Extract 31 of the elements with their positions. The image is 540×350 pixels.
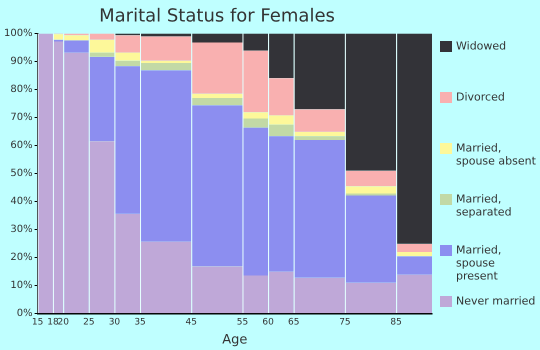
x-tick-label: 60 [262, 317, 274, 328]
y-tick-label: 50% [10, 168, 33, 180]
x-axis-title: Age [222, 332, 248, 348]
y-tick-label: 90% [10, 56, 33, 68]
x-tick-label: 65 [288, 317, 300, 328]
x-tick-label: 20 [57, 317, 70, 328]
y-tick-label: 0% [16, 308, 33, 320]
legend-label: Never married [456, 294, 536, 308]
y-tick-label: 30% [10, 224, 33, 236]
y-tick-label: 20% [10, 252, 33, 264]
x-tick-label: 15 [32, 317, 44, 328]
legend-label: Married, spouse absent [456, 141, 537, 168]
legend-label: Widowed [456, 39, 506, 52]
legend-label: Married, separated [456, 192, 512, 218]
x-tick-label: 85 [390, 317, 402, 328]
x-tick-label: 30 [108, 317, 120, 328]
x-tick-label: 25 [83, 317, 95, 328]
y-tick-label: 70% [10, 112, 33, 124]
y-tick-label: 100% [4, 28, 33, 40]
x-tick-label: 75 [339, 317, 351, 328]
y-tick-label: 40% [10, 196, 33, 208]
chart-title: Marital Status for Females [99, 5, 335, 26]
x-tick-label: 45 [186, 317, 197, 328]
y-tick-label: 80% [10, 84, 33, 96]
x-tick-label: 18 [47, 317, 59, 328]
x-tick-label: 55 [236, 317, 248, 328]
legend-label: Married, spouse present [456, 243, 502, 282]
y-tick-label: 10% [10, 280, 33, 292]
x-tick-label: 35 [134, 317, 146, 328]
y-tick-label: 60% [10, 140, 33, 152]
legend-label: Divorced [456, 90, 505, 104]
